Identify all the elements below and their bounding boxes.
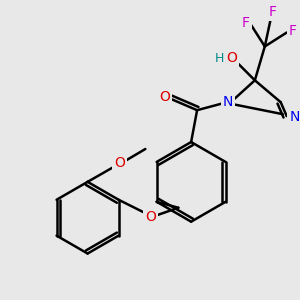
Text: F: F [269, 4, 277, 19]
Text: O: O [114, 156, 125, 170]
Text: O: O [159, 90, 170, 104]
Text: N: N [223, 95, 233, 109]
Text: O: O [145, 210, 156, 224]
Text: H: H [214, 52, 224, 65]
Text: F: F [289, 23, 297, 38]
Text: N: N [290, 110, 300, 124]
Text: O: O [226, 51, 237, 65]
Text: F: F [242, 16, 250, 30]
